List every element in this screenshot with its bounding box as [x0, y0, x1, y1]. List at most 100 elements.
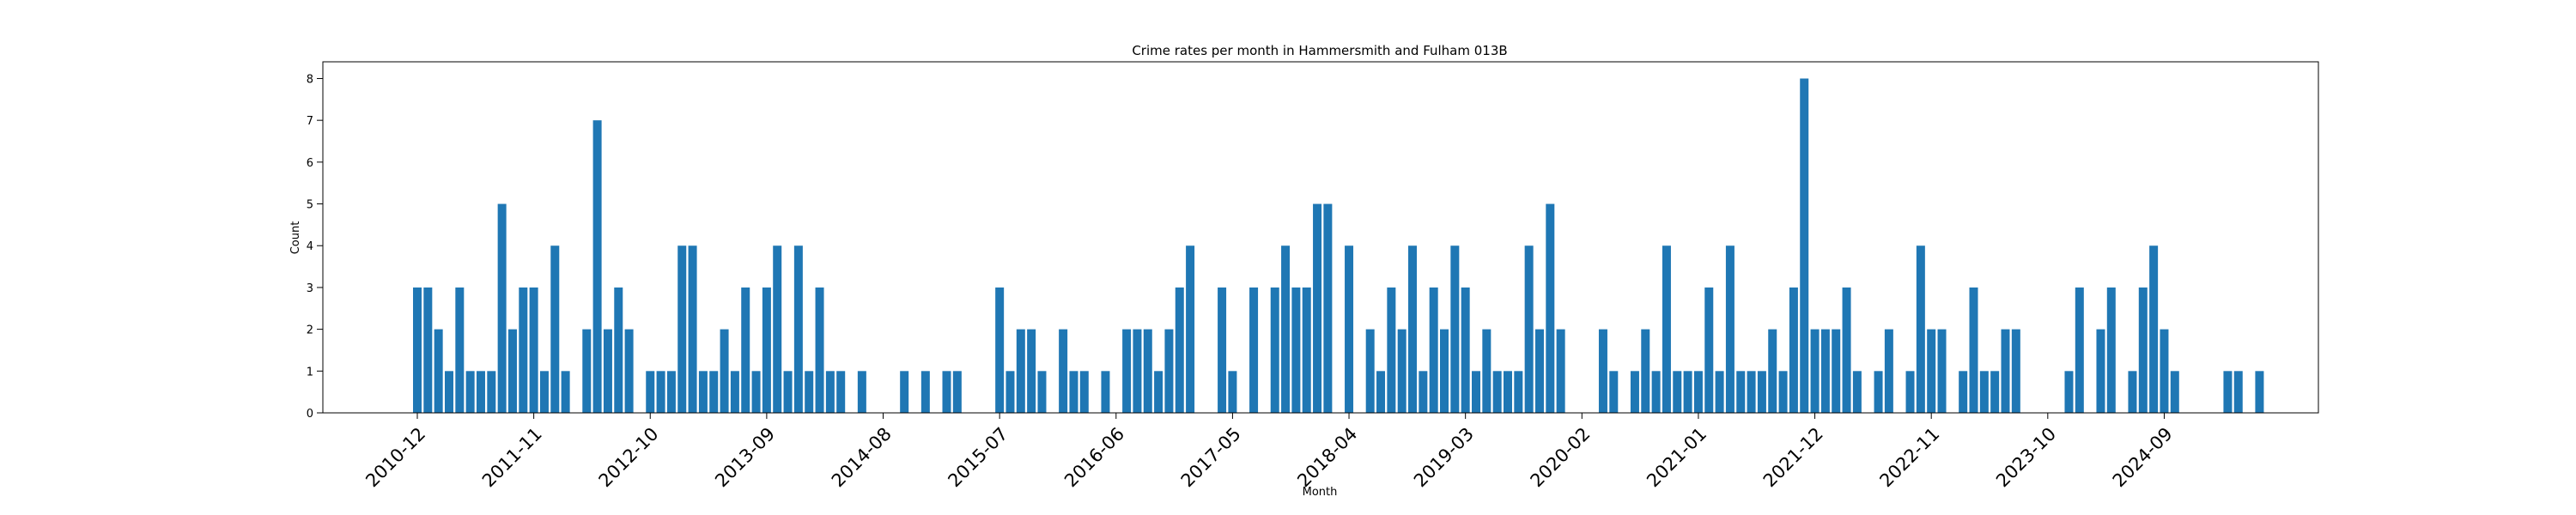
bar — [1969, 287, 1978, 413]
bar — [656, 371, 665, 413]
bar — [2223, 371, 2233, 413]
bar — [1323, 203, 1333, 413]
bar — [465, 371, 475, 413]
bar — [836, 371, 846, 413]
y-tick-label: 8 — [307, 73, 313, 86]
bar — [1820, 329, 1830, 413]
bar — [942, 371, 951, 413]
bar — [1218, 287, 1227, 413]
bar — [741, 287, 750, 413]
bar — [677, 245, 687, 413]
bar — [1037, 371, 1047, 413]
bar — [1492, 371, 1502, 413]
y-tick-label: 2 — [307, 324, 313, 337]
bar — [2064, 371, 2074, 413]
bar — [2255, 371, 2264, 413]
bar — [1662, 245, 1671, 413]
bar — [603, 329, 612, 413]
bar — [1546, 203, 1555, 413]
x-tick-label: 2019-03 — [1410, 423, 1478, 491]
bar — [1376, 371, 1386, 413]
x-tick-label: 2021-12 — [1759, 423, 1827, 491]
y-axis-ticks: 0 1 2 3 4 5 6 7 8 — [307, 73, 323, 421]
bar — [1609, 371, 1619, 413]
bar — [1874, 371, 1883, 413]
x-tick-label: 2010-12 — [361, 423, 429, 491]
x-tick-label: 2016-06 — [1060, 423, 1128, 491]
bar — [1852, 371, 1862, 413]
bar — [1810, 329, 1820, 413]
bar — [1387, 287, 1396, 413]
bar — [1345, 245, 1354, 413]
bar — [1101, 371, 1110, 413]
x-tick-label: 2018-04 — [1293, 423, 1361, 491]
bar — [444, 371, 453, 413]
bar — [1175, 287, 1184, 413]
bar — [2128, 371, 2137, 413]
bar — [666, 371, 676, 413]
bar — [1704, 287, 1714, 413]
bar — [1186, 245, 1195, 413]
plot-frame — [322, 61, 2319, 414]
bar — [1905, 371, 1915, 413]
x-tick-label: 2015-07 — [944, 423, 1012, 491]
bar — [1534, 329, 1544, 413]
x-tick-label: 2012-10 — [595, 423, 663, 491]
bar — [1079, 371, 1089, 413]
bar — [730, 371, 739, 413]
bar — [1228, 371, 1237, 413]
x-tick-label: 2011-11 — [478, 423, 546, 491]
bar — [1937, 329, 1947, 413]
bar — [1789, 287, 1798, 413]
bar — [1122, 329, 1132, 413]
x-tick-label: 2024-09 — [2109, 423, 2177, 491]
bar — [1270, 287, 1279, 413]
bar — [1249, 287, 1259, 413]
bar — [857, 371, 866, 413]
bar — [1302, 287, 1311, 413]
bar — [1133, 329, 1142, 413]
bar — [1778, 371, 1788, 413]
y-tick-label: 7 — [307, 115, 313, 128]
bar — [1768, 329, 1777, 413]
bar — [2138, 287, 2148, 413]
y-tick-label: 5 — [307, 199, 313, 212]
bar — [1524, 245, 1534, 413]
bar — [1397, 329, 1406, 413]
bar — [1164, 329, 1174, 413]
y-tick-label: 3 — [307, 282, 313, 295]
bar — [2001, 329, 2010, 413]
bar — [900, 371, 909, 413]
y-tick-label: 4 — [307, 240, 313, 253]
bar — [423, 287, 433, 413]
bar — [1069, 371, 1078, 413]
bar — [1440, 329, 1449, 413]
bar — [1514, 371, 1523, 413]
y-tick-label: 1 — [307, 366, 313, 379]
bar — [1408, 245, 1418, 413]
x-tick-label: 2014-08 — [828, 423, 896, 491]
bar — [582, 329, 592, 413]
bar — [2149, 245, 2159, 413]
bar — [1736, 371, 1746, 413]
bar — [434, 329, 443, 413]
bar — [793, 245, 803, 413]
bar — [805, 371, 814, 413]
chart-title: Crime rates per month in Hammersmith and… — [1132, 43, 1507, 58]
bar — [1630, 371, 1639, 413]
bar — [1059, 329, 1068, 413]
bar — [920, 371, 930, 413]
bar — [507, 329, 517, 413]
bar — [539, 371, 549, 413]
bar — [1959, 371, 1968, 413]
bar — [487, 371, 496, 413]
bar — [561, 371, 570, 413]
bar — [1715, 371, 1724, 413]
bar — [1927, 329, 1936, 413]
bar — [815, 287, 824, 413]
bar — [1313, 203, 1322, 413]
bar — [1641, 329, 1650, 413]
bar — [762, 287, 771, 413]
bar — [592, 120, 602, 414]
